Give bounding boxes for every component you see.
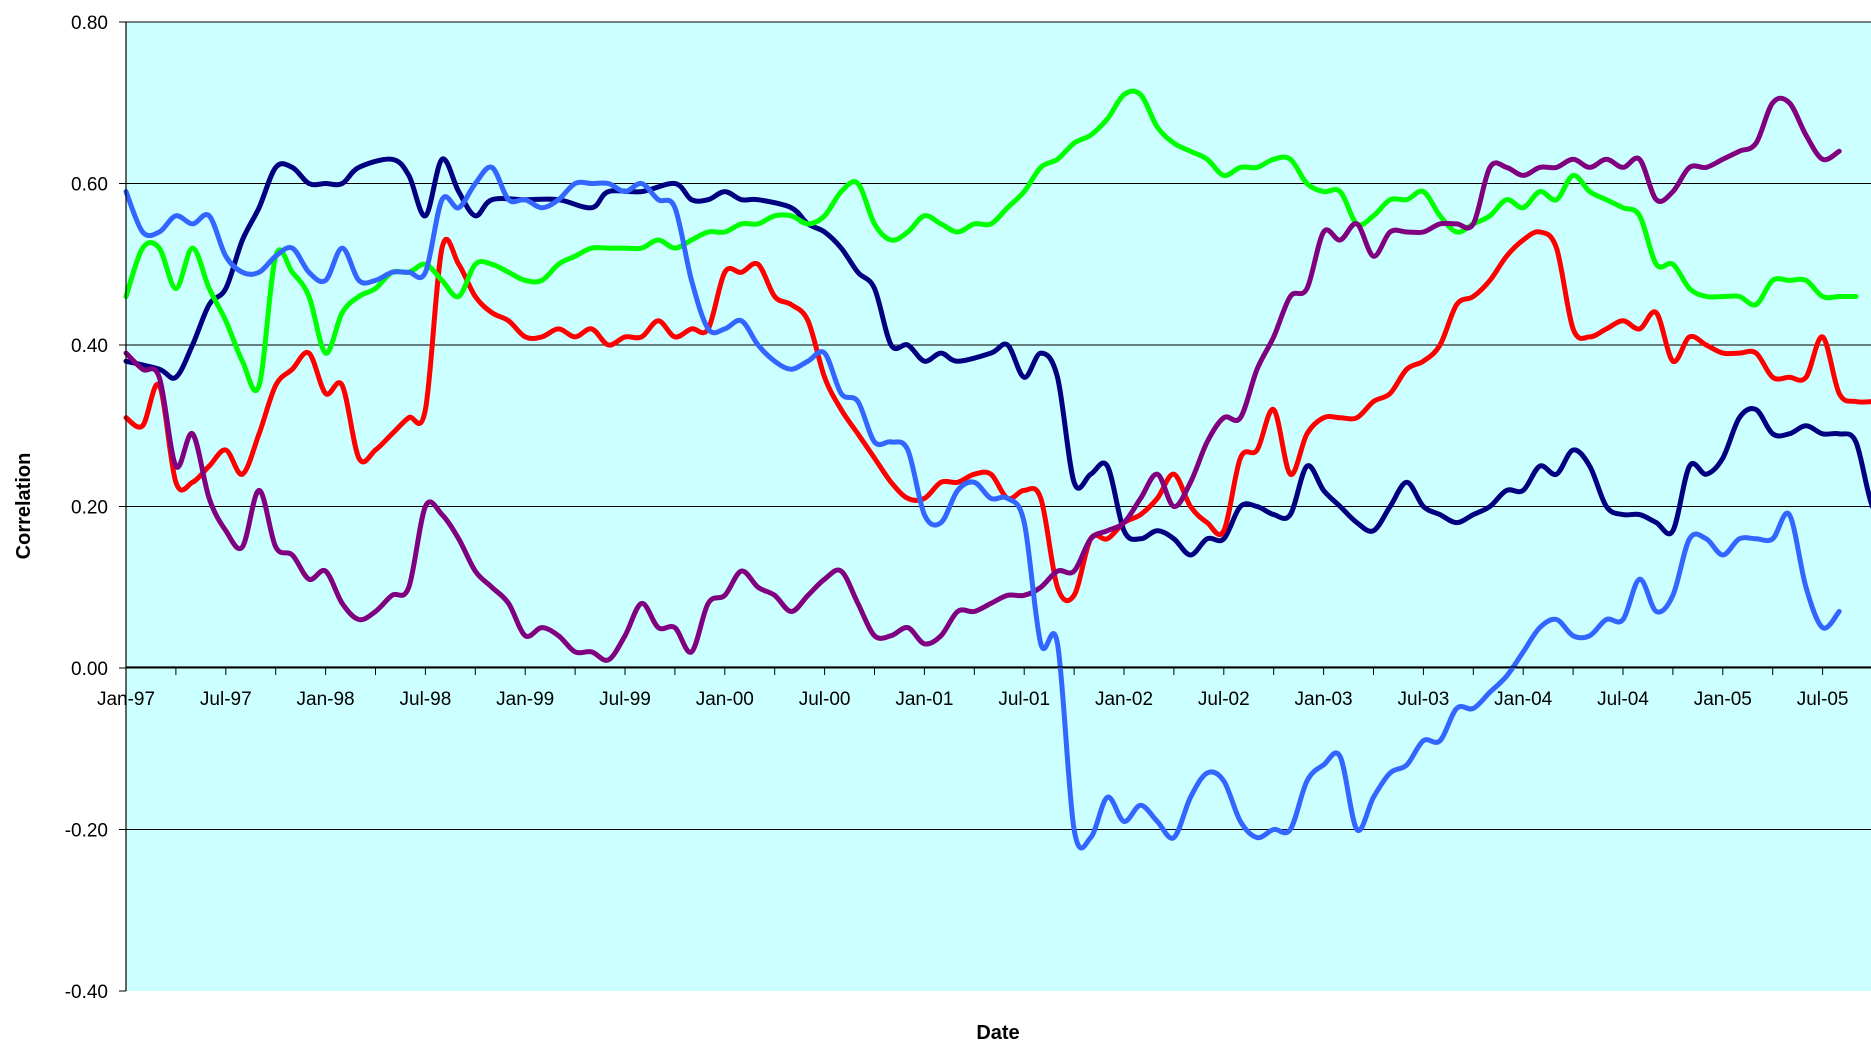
y-tick-label: -0.20 bbox=[65, 821, 108, 842]
x-tick-label: Jul-05 bbox=[1797, 689, 1849, 710]
y-axis-title: Correlation bbox=[13, 453, 35, 560]
y-tick-label: 0.80 bbox=[71, 13, 108, 34]
series-line-1 bbox=[123, 229, 1871, 604]
x-tick-label: Jan-99 bbox=[496, 689, 554, 710]
x-tick-label: Jan-00 bbox=[696, 689, 754, 710]
x-tick-label: Jan-04 bbox=[1494, 689, 1553, 710]
y-tick-label: 0.40 bbox=[71, 336, 108, 357]
x-tick-label: Jul-04 bbox=[1597, 689, 1649, 710]
y-axis-ticks: 0.80 0.60 0.40 0.20 0.00 -0.20 -0.40 bbox=[65, 13, 126, 1003]
series-line-3 bbox=[123, 95, 1842, 663]
y-tick-label: 0.20 bbox=[71, 498, 108, 519]
x-tick-label: Jan-98 bbox=[297, 689, 355, 710]
x-axis-ticks: Jan-97 Jul-97 Jan-98 Jul-98 Jan-99 Jul-99 Jan-… bbox=[97, 668, 1849, 710]
x-tick-label: Jul-03 bbox=[1398, 689, 1450, 710]
series-line-4 bbox=[123, 164, 1842, 851]
x-tick-label: Jan-97 bbox=[97, 689, 155, 710]
x-tick-label: Jan-02 bbox=[1095, 689, 1153, 710]
series-lines bbox=[123, 88, 1871, 851]
y-tick-label: 0.00 bbox=[71, 659, 108, 680]
x-tick-label: Jul-99 bbox=[599, 689, 651, 710]
x-tick-label: Jul-02 bbox=[1198, 689, 1250, 710]
y-tick-label: -0.40 bbox=[65, 982, 108, 1003]
x-tick-label: Jul-97 bbox=[200, 689, 252, 710]
x-tick-label: Jul-01 bbox=[998, 689, 1050, 710]
x-axis-title: Date bbox=[976, 1022, 1019, 1042]
series-line-0 bbox=[123, 156, 1871, 558]
x-tick-label: Jan-01 bbox=[895, 689, 953, 710]
x-tick-label: Jul-98 bbox=[400, 689, 452, 710]
y-tick-label: 0.60 bbox=[71, 175, 108, 196]
x-tick-label: Jan-03 bbox=[1295, 689, 1353, 710]
x-tick-label: Jul-00 bbox=[799, 689, 851, 710]
x-tick-label: Jan-05 bbox=[1694, 689, 1752, 710]
